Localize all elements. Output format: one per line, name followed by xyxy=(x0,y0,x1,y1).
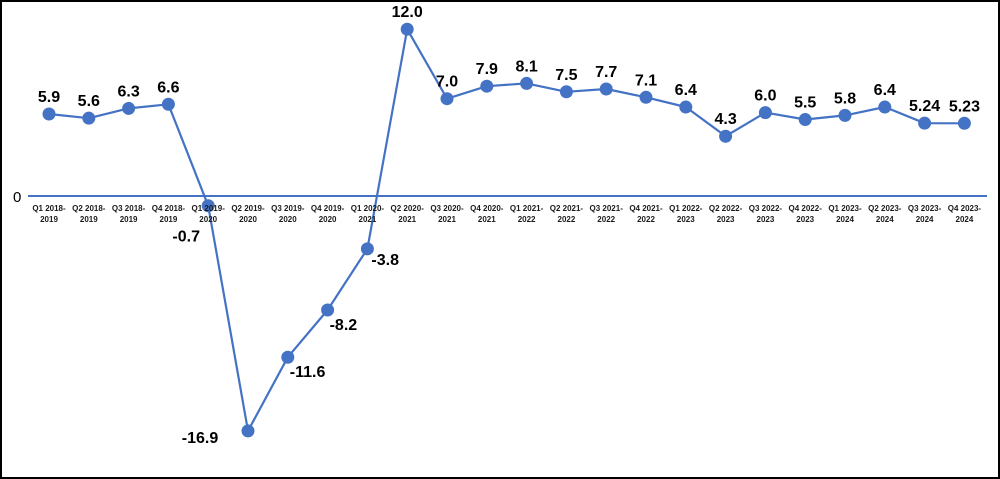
data-point-23 xyxy=(918,116,932,130)
data-label-11: 7.0 xyxy=(436,74,458,91)
x-tick-label-15: Q3 2021-2022 xyxy=(590,204,624,224)
x-tick-label-9: Q1 2020-2021 xyxy=(351,204,385,224)
data-label-8: -8.2 xyxy=(330,317,358,334)
data-point-1 xyxy=(42,107,56,121)
x-tick-label-7: Q3 2019-2020 xyxy=(271,204,305,224)
data-point-17 xyxy=(679,100,693,114)
series-line xyxy=(48,28,965,432)
data-label-9: -3.8 xyxy=(371,252,399,269)
data-point-18 xyxy=(719,129,733,143)
data-point-16 xyxy=(639,90,653,104)
zero-axis-label: 0 xyxy=(13,189,21,206)
data-point-8 xyxy=(321,303,335,317)
data-point-10 xyxy=(400,22,414,36)
data-label-24: 5.23 xyxy=(949,98,980,115)
data-point-6 xyxy=(241,424,255,438)
x-tick-label-20: Q4 2022-2023 xyxy=(789,204,823,224)
x-tick-label-16: Q4 2021-2022 xyxy=(629,204,663,224)
data-label-20: 5.5 xyxy=(794,95,816,112)
x-tick-label-17: Q1 2022-2023 xyxy=(669,204,703,224)
x-tick-label-5: Q1 2019-2020 xyxy=(192,204,226,224)
x-tick-label-8: Q4 2019-2020 xyxy=(311,204,345,224)
data-label-2: 5.6 xyxy=(78,93,100,110)
data-point-11 xyxy=(440,92,454,106)
x-tick-label-24: Q4 2023-2024 xyxy=(948,204,982,224)
data-point-9 xyxy=(360,242,374,256)
data-label-16: 7.1 xyxy=(635,72,657,89)
data-label-21: 5.8 xyxy=(834,90,856,107)
x-tick-label-14: Q2 2021-2022 xyxy=(550,204,584,224)
data-label-13: 8.1 xyxy=(515,58,537,75)
data-label-4: 6.6 xyxy=(157,79,179,96)
data-point-20 xyxy=(798,113,812,127)
data-label-3: 6.3 xyxy=(117,83,139,100)
data-point-22 xyxy=(878,100,892,114)
x-tick-label-11: Q3 2020-2021 xyxy=(430,204,464,224)
x-tick-label-6: Q2 2019-2020 xyxy=(231,204,265,224)
x-tick-label-10: Q2 2020-2021 xyxy=(391,204,425,224)
data-label-18: 4.3 xyxy=(714,111,736,128)
data-point-2 xyxy=(82,111,96,125)
x-tick-label-23: Q3 2023-2024 xyxy=(908,204,942,224)
data-point-5 xyxy=(201,199,215,213)
data-point-7 xyxy=(281,350,295,364)
data-label-17: 6.4 xyxy=(675,82,697,99)
data-point-21 xyxy=(838,108,852,122)
x-tick-label-1: Q1 2018-2019 xyxy=(32,204,66,224)
data-point-15 xyxy=(599,82,613,96)
data-label-19: 6.0 xyxy=(754,88,776,105)
data-label-23: 5.24 xyxy=(909,98,940,115)
data-label-15: 7.7 xyxy=(595,64,617,81)
x-tick-label-4: Q4 2018-2019 xyxy=(152,204,186,224)
data-label-12: 7.9 xyxy=(476,61,498,78)
data-point-4 xyxy=(161,97,175,111)
x-tick-label-22: Q2 2023-2024 xyxy=(868,204,902,224)
data-label-1: 5.9 xyxy=(38,89,60,106)
data-label-6: -16.9 xyxy=(182,430,219,447)
x-tick-label-13: Q1 2021-2022 xyxy=(510,204,544,224)
data-point-14 xyxy=(559,85,573,99)
x-tick-label-21: Q1 2023-2024 xyxy=(828,204,862,224)
data-point-12 xyxy=(480,79,494,93)
data-point-19 xyxy=(758,106,772,120)
x-tick-label-18: Q2 2022-2023 xyxy=(709,204,743,224)
data-label-7: -11.6 xyxy=(290,364,326,381)
x-tick-label-12: Q4 2020-2021 xyxy=(470,204,504,224)
data-point-24 xyxy=(957,116,971,130)
data-label-14: 7.5 xyxy=(555,67,577,84)
x-tick-label-2: Q2 2018-2019 xyxy=(72,204,106,224)
data-label-5: -0.7 xyxy=(172,229,200,246)
data-label-22: 6.4 xyxy=(874,82,896,99)
x-tick-label-3: Q3 2018-2019 xyxy=(112,204,146,224)
data-point-3 xyxy=(122,101,136,115)
x-tick-label-19: Q3 2022-2023 xyxy=(749,204,783,224)
data-label-10: 12.0 xyxy=(392,4,423,21)
data-point-13 xyxy=(520,76,534,90)
